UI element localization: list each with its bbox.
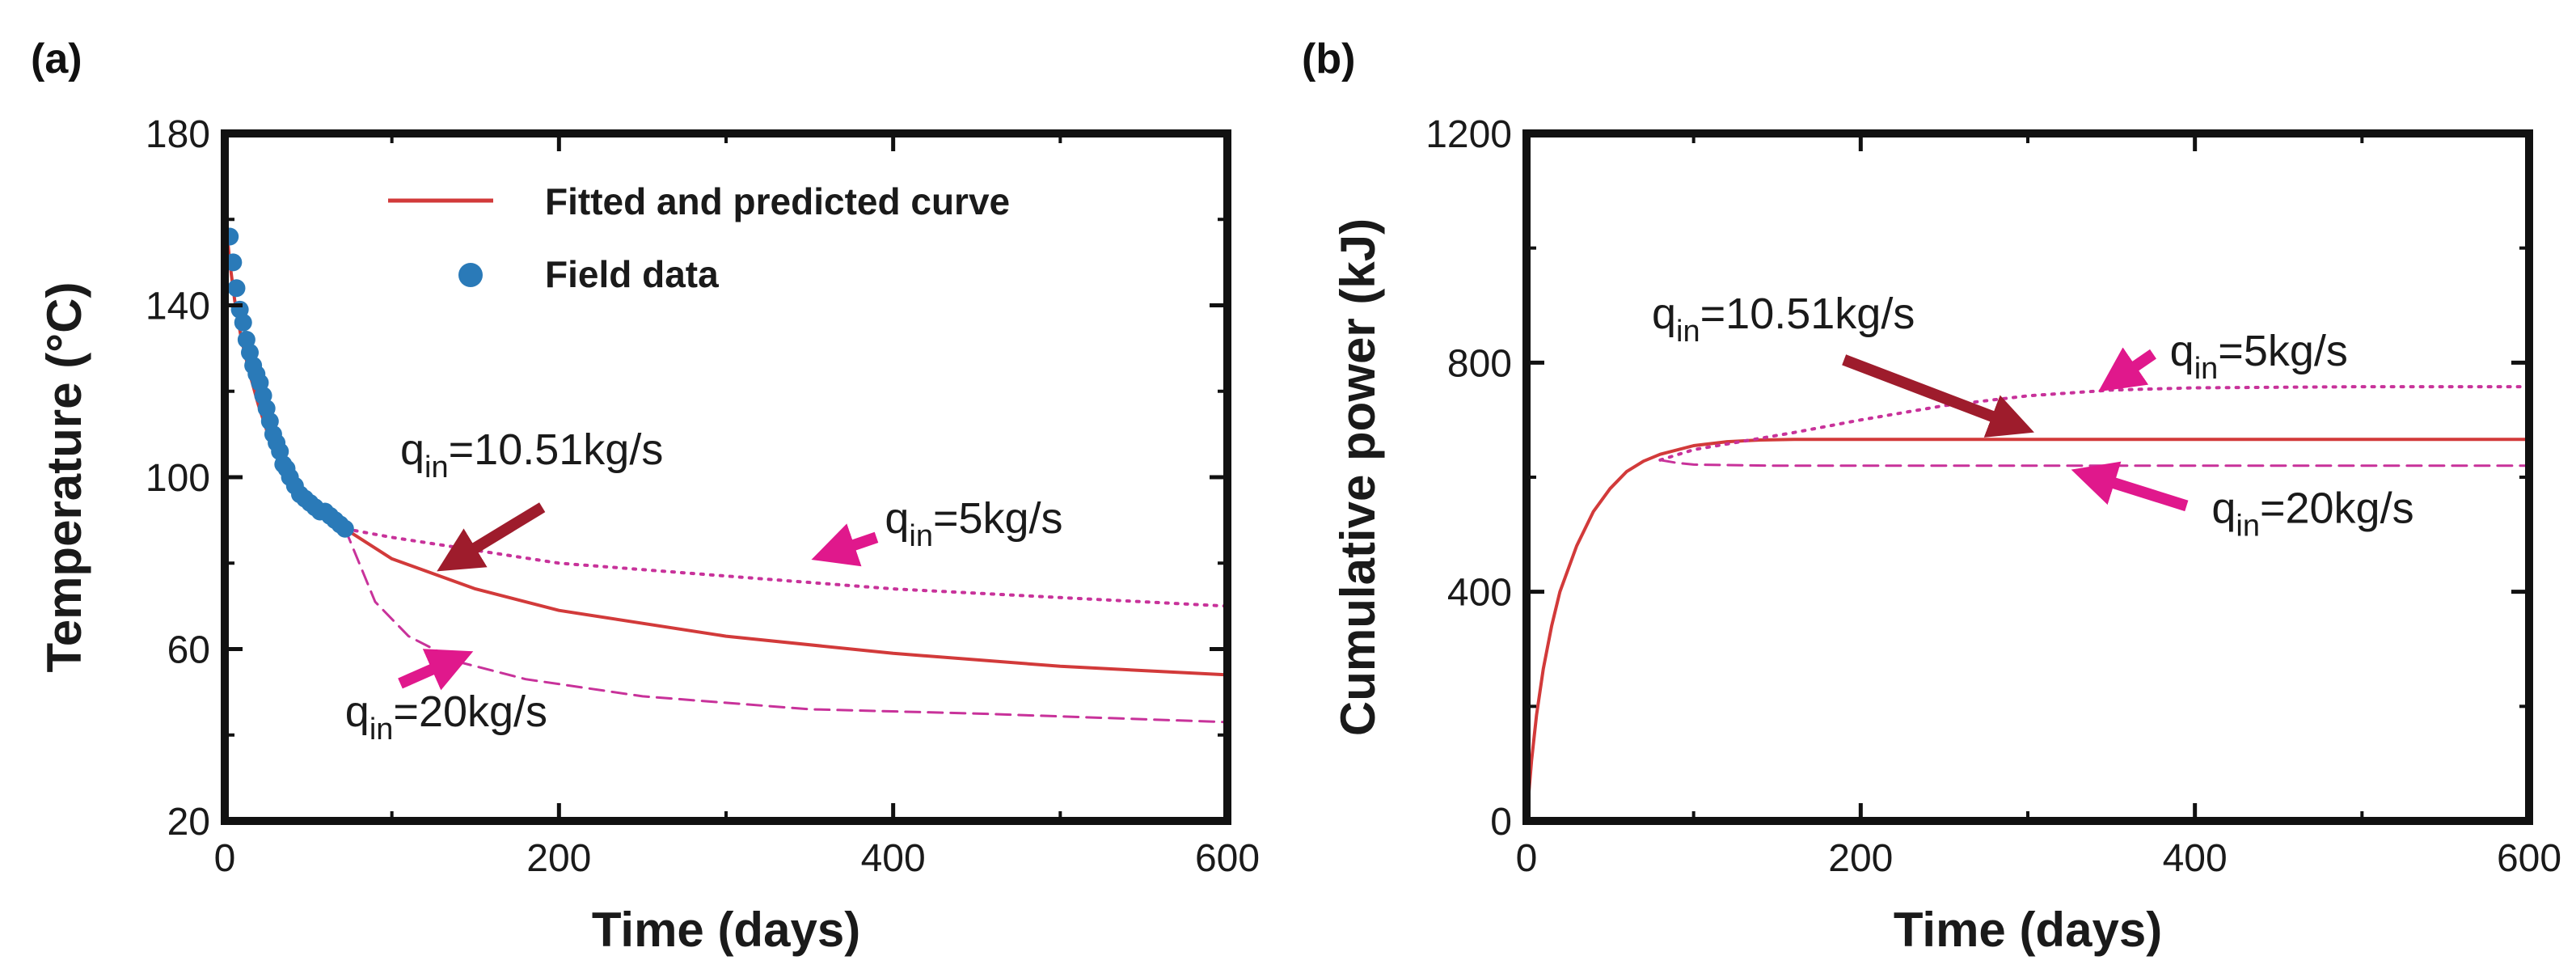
plot-frame-a <box>221 129 1231 825</box>
panel-label-a: (a) <box>31 36 82 82</box>
field-data-point-4 <box>234 313 252 332</box>
x-axis-title-a: Time (days) <box>592 903 860 957</box>
series-line-a-2 <box>344 527 1229 724</box>
annotation-arrow-b-2 <box>2071 461 2189 512</box>
series-line-a-1 <box>343 527 1229 608</box>
annotation-arrow-a-0 <box>437 502 546 572</box>
y-tick-label-a-1: 60 <box>167 629 210 672</box>
legend-a: Fitted and predicted curve Field data <box>388 180 1010 295</box>
series-line-b-0 <box>1525 438 2531 823</box>
annotation-arrow-a-2 <box>398 649 474 691</box>
x-tick-label-b-1: 200 <box>1828 837 1893 880</box>
x-tick-label-b-3: 600 <box>2497 837 2561 880</box>
y-tick-label-b-0: 0 <box>1490 801 1512 844</box>
annotation-label-a-0: qin=10.51kg/s <box>400 425 663 484</box>
legend-label-field: Field data <box>545 253 719 295</box>
y-tick-label-b-3: 1200 <box>1425 113 1512 156</box>
series-line-a-0 <box>223 209 1229 677</box>
y-tick-label-a-3: 140 <box>146 286 210 328</box>
field-data-point-2 <box>227 279 246 298</box>
y-tick-label-b-1: 400 <box>1447 572 1512 615</box>
series-line-b-1 <box>1658 385 2531 462</box>
annotation-label-b-1: qin=5kg/s <box>2170 327 2348 386</box>
x-tick-label-a-1: 200 <box>526 837 591 880</box>
annotation-label-b-0: qin=10.51kg/s <box>1652 290 1915 349</box>
y-tick-label-b-2: 800 <box>1447 342 1512 385</box>
y-tick-label-a-4: 180 <box>146 113 210 156</box>
annotation-arrow-b-1 <box>2098 347 2156 392</box>
annotation-label-a-1: qin=5kg/s <box>885 494 1062 553</box>
legend-dot-field <box>458 263 483 287</box>
x-tick-label-a-2: 400 <box>861 837 926 880</box>
annotation-label-b-2: qin=20kg/s <box>2211 484 2413 544</box>
y-axis-title-b: Cumulative power (kJ) <box>1331 218 1385 736</box>
annotation-arrow-a-1 <box>811 523 879 567</box>
annotation-arrow-b-0 <box>1842 354 2034 438</box>
x-tick-label-a-3: 600 <box>1195 837 1260 880</box>
x-tick-label-b-2: 400 <box>2163 837 2228 880</box>
chart-panel-b: (b) 0 200 400 600 0 400 800 1200 qin=10.51kg/s q… <box>1302 36 2561 957</box>
x-tick-label-b-0: 0 <box>1516 837 1538 880</box>
plot-frame-b <box>1522 129 2533 825</box>
legend-label-fitted: Fitted and predicted curve <box>545 180 1010 222</box>
field-data-point-29 <box>336 519 354 538</box>
y-tick-label-a-0: 20 <box>167 801 210 844</box>
series-line-b-2 <box>1658 459 2531 467</box>
x-tick-label-a-0: 0 <box>214 837 236 880</box>
x-axis-title-b: Time (days) <box>1894 903 2162 957</box>
annotation-label-a-2: qin=20kg/s <box>345 687 547 747</box>
panel-label-b: (b) <box>1302 36 1355 82</box>
y-axis-title-a: Temperature (°C) <box>37 282 91 673</box>
y-tick-label-a-2: 100 <box>146 457 210 500</box>
chart-panel-a: (a) 0 200 400 600 20 60 100 140 180 Fitted and p… <box>31 36 1260 957</box>
